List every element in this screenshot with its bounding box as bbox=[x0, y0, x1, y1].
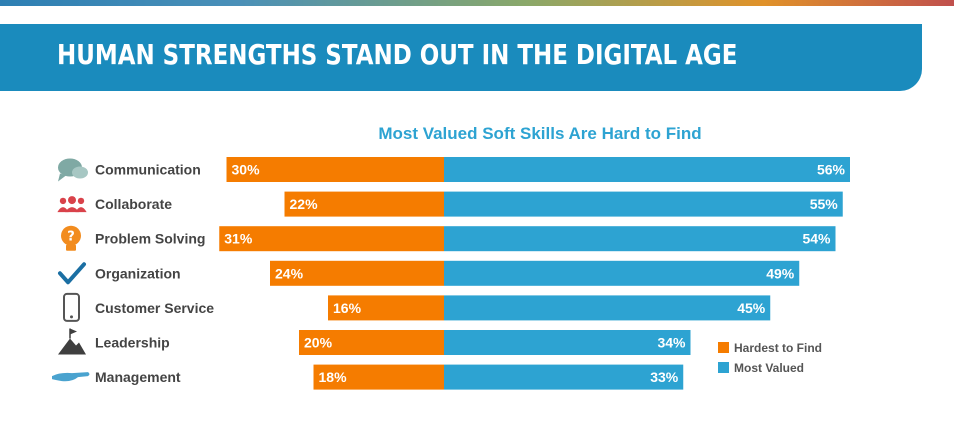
bubble-tail bbox=[58, 173, 66, 182]
bar-label-hardest-to-find: 24% bbox=[275, 265, 304, 281]
legend-swatch-hardest-to-find bbox=[718, 342, 729, 353]
bar-label-hardest-to-find: 31% bbox=[224, 231, 253, 247]
check-stroke bbox=[58, 262, 86, 285]
bar-label-hardest-to-find: 20% bbox=[304, 335, 333, 351]
bar-label-hardest-to-find: 22% bbox=[290, 196, 319, 212]
hand-shape bbox=[52, 372, 90, 382]
bar-label-most-valued: 33% bbox=[650, 369, 679, 385]
person-body bbox=[57, 207, 69, 213]
category-label: Collaborate bbox=[95, 196, 172, 212]
bar-hardest-to-find bbox=[219, 226, 444, 252]
flag-shape bbox=[70, 328, 77, 335]
question-mark: ? bbox=[67, 230, 75, 245]
bar-hardest-to-find bbox=[226, 157, 444, 182]
person-body bbox=[65, 207, 79, 213]
person-head bbox=[59, 197, 67, 205]
bar-label-most-valued: 49% bbox=[766, 265, 795, 281]
bar-most-valued bbox=[444, 295, 771, 321]
bar-label-most-valued: 45% bbox=[737, 300, 766, 316]
mountain-shape bbox=[58, 338, 86, 355]
bar-hardest-to-find bbox=[299, 330, 444, 355]
bar-most-valued bbox=[444, 364, 684, 390]
bar-label-most-valued: 56% bbox=[817, 162, 846, 178]
legend-label-hardest-to-find: Hardest to Find bbox=[734, 341, 822, 355]
bar-label-hardest-to-find: 30% bbox=[232, 162, 261, 178]
category-label: Problem Solving bbox=[95, 231, 205, 247]
legend-swatch-most-valued bbox=[718, 362, 729, 373]
bubble-shape bbox=[72, 166, 88, 179]
bar-most-valued bbox=[444, 157, 850, 182]
lightbulb-question-icon: ? bbox=[61, 225, 81, 251]
top-accent-strip bbox=[0, 0, 954, 6]
person-body bbox=[75, 207, 87, 213]
page-title: HUMAN STRENGTHS STAND OUT IN THE DIGITAL… bbox=[57, 38, 738, 71]
legend-label-most-valued: Most Valued bbox=[734, 361, 804, 375]
hand-icon bbox=[52, 372, 90, 382]
category-label: Customer Service bbox=[95, 300, 214, 316]
smartphone-icon bbox=[63, 292, 80, 322]
bar-label-most-valued: 34% bbox=[657, 335, 686, 351]
header-banner bbox=[0, 24, 922, 91]
bulb-shape bbox=[61, 225, 81, 246]
chart-title: Most Valued Soft Skills Are Hard to Find bbox=[378, 124, 702, 143]
person-head bbox=[68, 196, 76, 205]
people-group-icon bbox=[57, 196, 87, 213]
bar-hardest-to-find bbox=[328, 295, 444, 321]
phone-body bbox=[63, 292, 80, 322]
bar-most-valued bbox=[444, 191, 843, 217]
phone-button bbox=[70, 315, 73, 319]
bulb-base bbox=[66, 244, 76, 251]
bar-label-most-valued: 55% bbox=[810, 196, 839, 212]
checkmark-icon bbox=[58, 262, 86, 285]
bar-label-most-valued: 54% bbox=[802, 231, 831, 247]
bar-label-hardest-to-find: 16% bbox=[333, 300, 362, 316]
speech-bubbles-icon bbox=[58, 158, 88, 182]
category-label: Leadership bbox=[95, 335, 170, 351]
bar-most-valued bbox=[444, 260, 800, 286]
category-label: Management bbox=[95, 369, 181, 385]
bar-hardest-to-find bbox=[270, 260, 444, 286]
mountain-flag-icon bbox=[58, 328, 86, 355]
category-label: Organization bbox=[95, 265, 181, 281]
bar-hardest-to-find bbox=[284, 191, 444, 217]
bar-most-valued bbox=[444, 330, 691, 355]
bar-label-hardest-to-find: 18% bbox=[319, 369, 348, 385]
bar-most-valued bbox=[444, 226, 836, 252]
person-head bbox=[77, 197, 85, 205]
bar-hardest-to-find bbox=[313, 364, 444, 390]
category-label: Communication bbox=[95, 162, 201, 178]
